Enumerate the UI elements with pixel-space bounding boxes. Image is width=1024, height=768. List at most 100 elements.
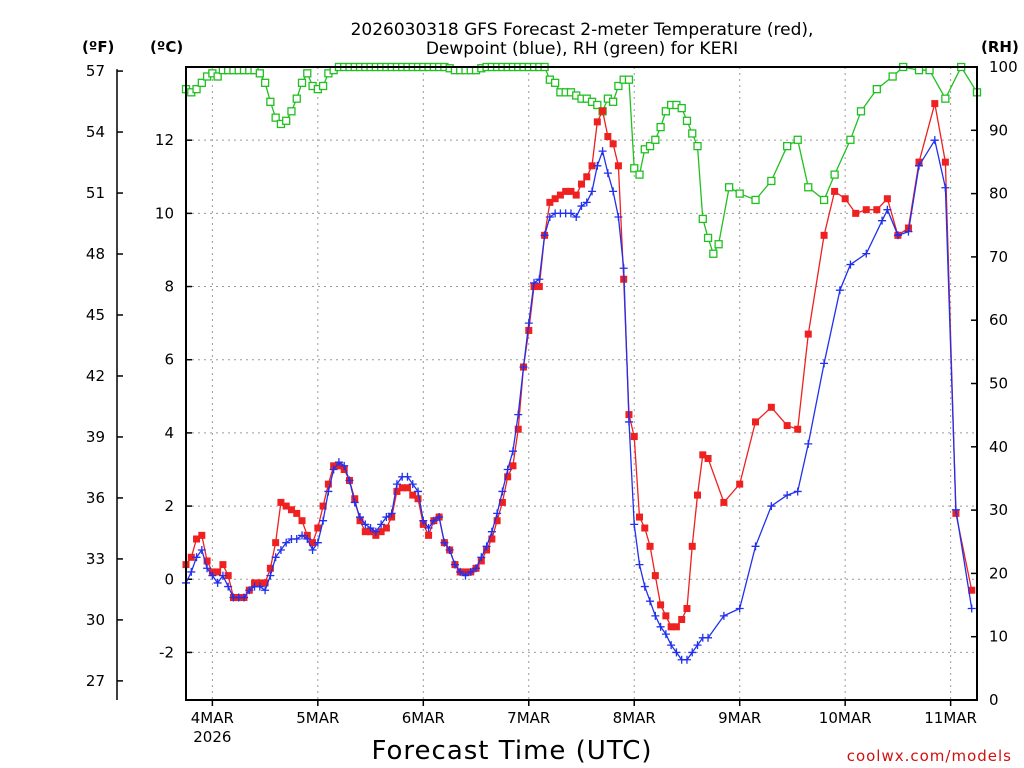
rh-point (661, 107, 671, 116)
dewpoint-point (545, 213, 554, 222)
dewpoint-point (187, 567, 196, 576)
dewpoint-point (414, 487, 423, 496)
celsius-tick-label: 10 (155, 204, 174, 222)
temperature-point (862, 206, 870, 214)
series-temperature (182, 100, 976, 631)
dewpoint-point (535, 275, 544, 284)
dewpoint-point (735, 604, 744, 613)
temperature-point (546, 198, 554, 206)
temperature-point (662, 612, 670, 620)
temperature-point (293, 509, 301, 517)
temperature-point (657, 601, 665, 609)
dewpoint-point (661, 630, 670, 639)
temperature-point (224, 572, 232, 580)
dewpoint-point (572, 213, 581, 222)
temperature-point (414, 495, 422, 503)
dewpoint-point (598, 147, 607, 156)
rh-point (197, 78, 206, 87)
temperature-point (562, 187, 570, 195)
temperature-point (641, 524, 649, 532)
dewpoint-point (340, 461, 349, 470)
dewpoint-point (619, 264, 628, 273)
temperature-point (535, 283, 543, 291)
dewpoint-point (482, 542, 491, 551)
dewpoint-point (941, 183, 950, 192)
fahrenheit-tick-label: 51 (86, 184, 105, 202)
celsius-tick-label: 2 (164, 497, 174, 515)
rh-point (830, 170, 839, 179)
dewpoint-point (951, 505, 960, 514)
dewpoint-point (276, 545, 285, 554)
dewpoint-point (382, 513, 391, 522)
rh-tick-label: 60 (989, 311, 1008, 329)
rh-tick-label: 70 (989, 248, 1008, 266)
rh-point (550, 78, 560, 87)
temperature-point (699, 451, 707, 459)
dewpoint-point (577, 202, 586, 211)
dewpoint-point (751, 542, 760, 551)
dewpoint-point (967, 604, 976, 613)
rh-point (682, 116, 692, 125)
dewpoint-point (646, 597, 655, 606)
dewpoint-point (609, 187, 618, 196)
dewpoint-point (878, 216, 887, 225)
celsius-tick-label: 4 (164, 424, 174, 442)
rh-point (783, 141, 792, 151)
x-tick-label: 11MAR (924, 709, 977, 727)
temperature-point (804, 330, 812, 338)
temperature-point (314, 524, 322, 532)
dewpoint-point (366, 524, 375, 533)
rh-point (714, 240, 723, 249)
rh-tick-label: 0 (989, 691, 999, 709)
rh-tick-label: 20 (989, 564, 1008, 582)
dewpoint-point (461, 571, 470, 580)
rh-point (593, 100, 602, 110)
dewpoint-point (282, 538, 291, 547)
rh-point (698, 214, 707, 224)
rh-point (213, 72, 222, 81)
dewpoint-point (672, 648, 681, 657)
dewpoint-point (614, 213, 623, 222)
temperature-point (831, 187, 839, 195)
dewpoint-point (630, 520, 639, 529)
temperature-point (398, 484, 406, 492)
dewpoint-point (930, 136, 939, 145)
dewpoint-point (593, 161, 602, 170)
dewpoint-point (624, 417, 633, 426)
dewpoint-point (403, 472, 412, 481)
rh-point (656, 122, 665, 132)
temperature-point (841, 195, 849, 203)
rh-point (819, 195, 829, 205)
celsius-tick-label: -2 (159, 643, 174, 661)
rh-point (888, 72, 897, 81)
fahrenheit-tick-label: 48 (86, 245, 105, 263)
temperature-point (651, 572, 659, 580)
temperature-point (720, 498, 728, 506)
temperature-point (309, 539, 317, 547)
temperature-point (203, 557, 211, 565)
dewpoint-point (588, 187, 597, 196)
dewpoint-point (519, 363, 528, 372)
rh-tick-label: 30 (989, 501, 1008, 519)
temperature-point (361, 528, 369, 536)
dewpoint-point (192, 553, 201, 562)
temperature-point (609, 140, 617, 148)
dewpoint-point (245, 586, 254, 595)
dewpoint-point (846, 260, 855, 269)
rh-point (645, 141, 655, 151)
dewpoint-point (371, 527, 380, 536)
rh-point (635, 170, 644, 179)
x-tick-label: 6MAR (402, 709, 445, 727)
dewpoint-point (904, 227, 913, 236)
fahrenheit-tick-label: 30 (86, 611, 105, 629)
dewpoint-point (319, 516, 328, 525)
dewpoint-point (356, 513, 365, 522)
dewpoint-point (835, 286, 844, 295)
temperature-point (287, 506, 295, 514)
temperature-point (667, 623, 675, 631)
dewpoint-point (308, 545, 317, 554)
dewpoint-point (783, 491, 792, 500)
temperature-point (504, 473, 512, 481)
dewpoint-point (435, 513, 444, 522)
